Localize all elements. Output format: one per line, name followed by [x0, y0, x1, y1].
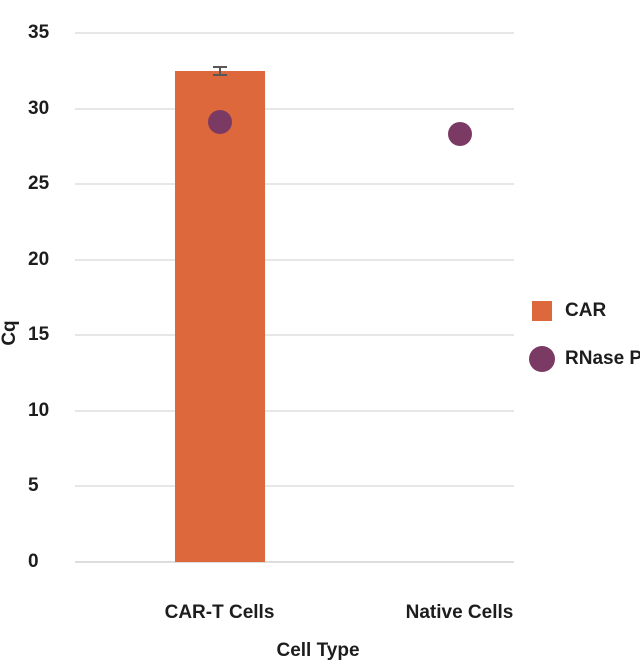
x-axis-baseline [75, 561, 514, 563]
gridline [75, 409, 514, 412]
x-tick-label: Native Cells [405, 602, 514, 623]
y-axis-title: Cq [0, 320, 20, 346]
y-tick-label: 5 [28, 475, 39, 497]
error-bar-bottom-cap [212, 73, 227, 76]
rnasep-point-native-cells [447, 122, 472, 147]
rnasep-point-car-t-cells [207, 110, 232, 135]
gridline [75, 485, 514, 488]
legend-marker-box [529, 298, 555, 324]
y-tick-label: 15 [28, 324, 50, 346]
legend-marker-box [529, 346, 555, 372]
error-bar-line [218, 67, 221, 75]
gridline [75, 183, 514, 186]
x-axis-title: Cell Type [276, 640, 360, 661]
bar-car-t-cells [174, 70, 265, 562]
error-bar-top-cap [212, 66, 227, 68]
y-tick-label: 0 [28, 551, 39, 572]
rnasep-circle-swatch-icon [529, 346, 555, 372]
legend-item-car: CAR [529, 298, 640, 324]
gridline [75, 107, 514, 110]
y-tick-label: 35 [28, 22, 50, 43]
car-square-swatch-icon [532, 301, 552, 321]
gridline [75, 32, 514, 34]
x-tick-label: CAR-T Cells [164, 602, 275, 623]
y-tick-label: 10 [28, 399, 50, 421]
y-tick-label: 20 [28, 248, 50, 270]
y-tick-label: 25 [28, 173, 50, 195]
legend-item-rnasep: RNase P [529, 346, 640, 372]
gridline [75, 334, 514, 337]
gridline [75, 258, 514, 261]
y-tick-label: 30 [28, 97, 50, 119]
legend-label-rnasep: RNase P [565, 348, 640, 369]
legend: CAR RNase P [529, 298, 640, 372]
legend-label-car: CAR [565, 300, 607, 321]
